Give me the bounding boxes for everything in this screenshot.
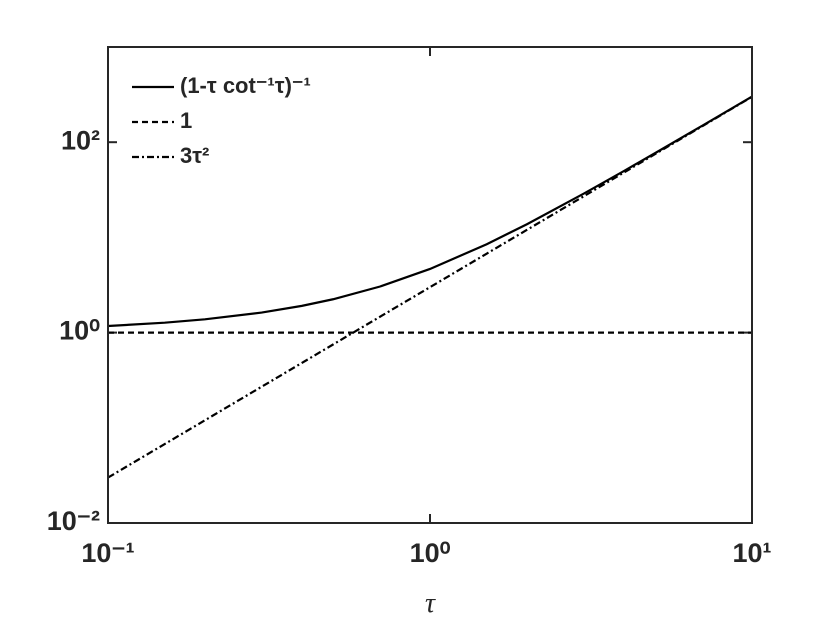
y-tick-label: 10⁰ xyxy=(59,316,100,346)
legend-label: 1 xyxy=(180,108,192,133)
x-tick-label: 10¹ xyxy=(732,538,771,568)
y-tick-label: 10⁻² xyxy=(47,506,100,536)
plot-frame xyxy=(107,46,753,524)
x-axis-label: τ xyxy=(425,588,436,619)
legend-label: 3τ² xyxy=(180,143,209,168)
legend-label: (1-τ cot⁻¹τ)⁻¹ xyxy=(180,73,311,98)
series-line xyxy=(107,95,753,328)
y-tick-label: 10² xyxy=(61,125,100,155)
x-tick-label: 10⁰ xyxy=(410,538,451,568)
x-tick-label: 10⁻¹ xyxy=(81,538,134,568)
